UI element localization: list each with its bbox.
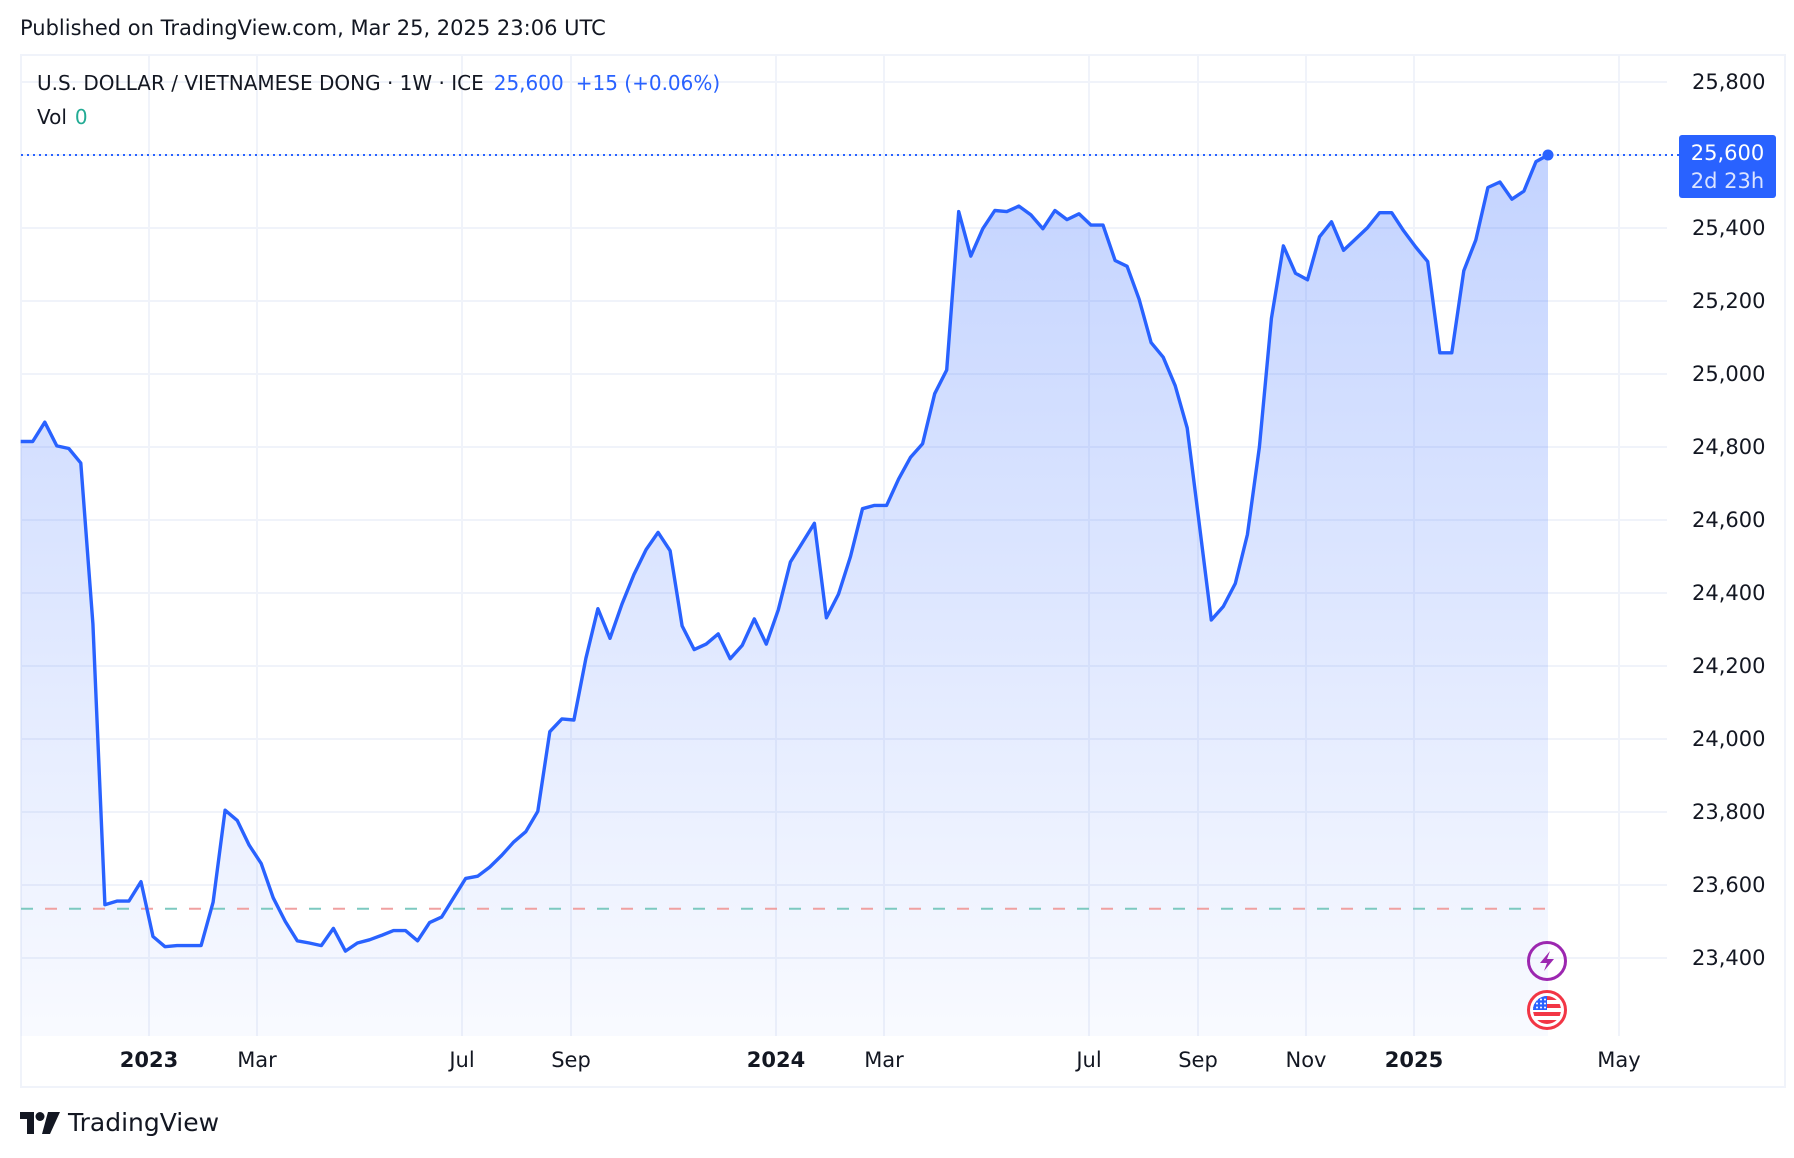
symbol-legend[interactable]: U.S. DOLLAR / VIETNAMESE DONG · 1W · ICE… — [37, 71, 720, 95]
price-axis-label: 23,800 — [1692, 800, 1766, 824]
volume-label: Vol — [37, 105, 67, 129]
time-axis-label: 2023 — [119, 1048, 179, 1072]
time-axis-label: 2024 — [746, 1048, 806, 1072]
legend-change: +15 (+0.06%) — [575, 71, 721, 95]
last-price-label: 25,600 2d 23h — [1679, 135, 1776, 198]
time-axis-label: Sep — [551, 1048, 591, 1072]
price-axis-label: 24,800 — [1692, 435, 1766, 459]
time-axis-label: Mar — [864, 1048, 904, 1072]
time-axis-label: May — [1597, 1048, 1641, 1072]
price-axis-label: 23,600 — [1692, 873, 1766, 897]
last-price-value: 25,600 — [1690, 141, 1765, 165]
price-axis-label: 24,400 — [1692, 581, 1766, 605]
price-axis-label: 24,200 — [1692, 654, 1766, 678]
price-axis-label: 24,000 — [1692, 727, 1766, 751]
legend-price: 25,600 — [493, 71, 564, 95]
price-area-fill — [20, 155, 1549, 1036]
time-axis-label: Sep — [1178, 1048, 1218, 1072]
tradingview-logo[interactable]: TradingView — [20, 1108, 219, 1137]
brand-name: TradingView — [68, 1108, 220, 1137]
time-axis-label: Nov — [1285, 1048, 1327, 1072]
price-axis-label: 24,600 — [1692, 508, 1766, 532]
tradingview-logo-icon — [20, 1111, 60, 1134]
price-line[interactable] — [20, 153, 1549, 953]
price-axis-label: 25,000 — [1692, 362, 1766, 386]
us-flag-event-icon[interactable] — [1527, 990, 1567, 1030]
time-axis-label: Mar — [237, 1048, 277, 1072]
price-axis-label: 25,400 — [1692, 216, 1766, 240]
time-axis-label: 2025 — [1384, 1048, 1444, 1072]
time-axis-label: Jul — [449, 1048, 475, 1072]
last-price-dot — [1542, 149, 1554, 161]
price-axis-label: 23,400 — [1692, 946, 1766, 970]
published-caption: Published on TradingView.com, Mar 25, 20… — [20, 16, 606, 40]
lightning-event-icon[interactable] — [1527, 941, 1567, 981]
price-axis-label: 25,800 — [1692, 70, 1766, 94]
bar-countdown: 2d 23h — [1690, 169, 1765, 193]
price-axis-label: 25,200 — [1692, 289, 1766, 313]
volume-value: 0 — [74, 105, 88, 129]
time-axis-label: Jul — [1076, 1048, 1102, 1072]
symbol-title: U.S. DOLLAR / VIETNAMESE DONG · 1W · ICE — [37, 71, 484, 95]
volume-legend[interactable]: Vol 0 — [37, 105, 88, 129]
